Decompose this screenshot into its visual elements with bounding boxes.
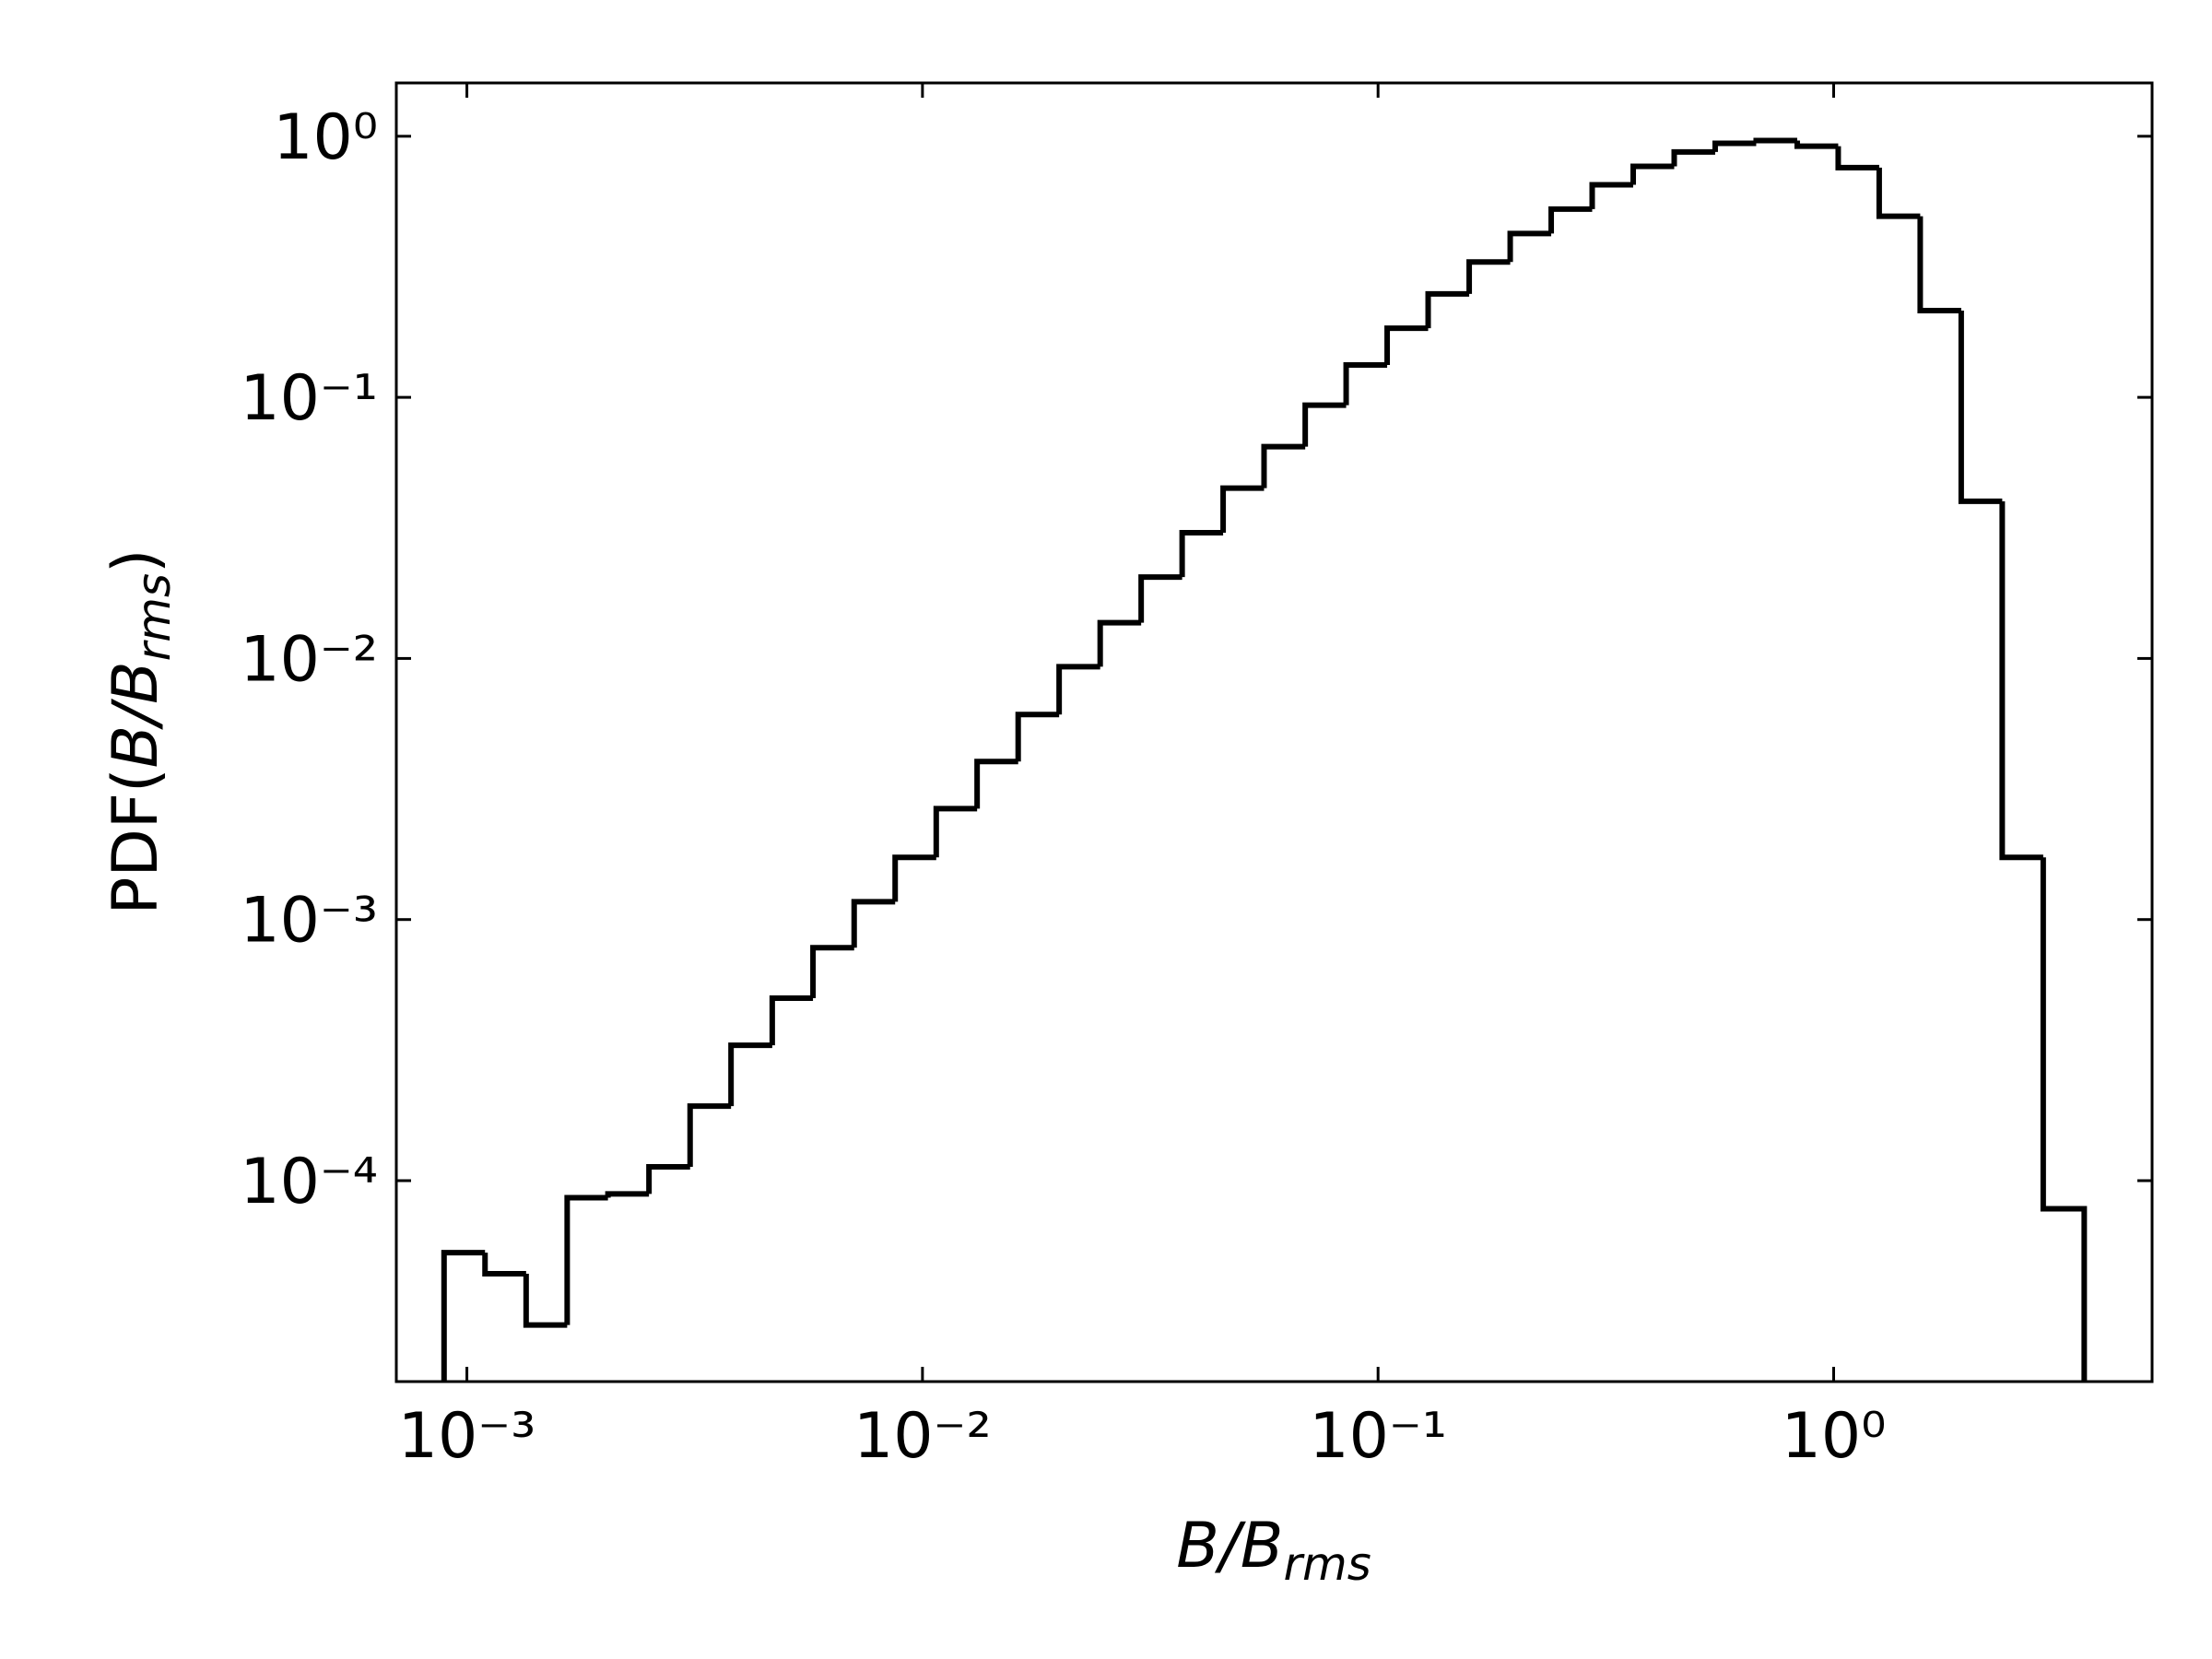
x-tick-label: 10⁻² (853, 1400, 992, 1473)
histogram-step (1466, 259, 1511, 294)
histogram-step (1589, 182, 1634, 209)
histogram-step (564, 1194, 608, 1325)
histogram-step (933, 806, 978, 858)
histogram-step (810, 945, 854, 998)
histogram-step (646, 1163, 690, 1194)
histogram-step (2040, 857, 2088, 1382)
histogram-step (1794, 140, 1839, 149)
histogram-step (1876, 167, 1921, 219)
histogram-step (1917, 216, 1961, 313)
histogram-step (1056, 664, 1100, 715)
x-label-main: B/B (1176, 1510, 1283, 1583)
y-tick-label: 10⁻³ (240, 885, 378, 958)
histogram-step (1343, 362, 1388, 406)
histogram-step (1138, 574, 1182, 623)
histogram-step (1630, 163, 1675, 185)
histogram-step (728, 1042, 772, 1107)
histogram-step (1712, 140, 1757, 152)
histogram-step (1015, 712, 1060, 762)
histogram-step (605, 1191, 650, 1198)
histogram-step (1671, 148, 1715, 167)
histogram-step (523, 1274, 568, 1328)
histogram-step (1384, 325, 1429, 366)
x-tick-label: 10⁻³ (398, 1400, 536, 1473)
y-label-pre: PDF( (100, 769, 172, 915)
histogram-step (974, 759, 1018, 809)
y-label-main: B/B (100, 661, 172, 768)
histogram-step (1302, 402, 1347, 447)
histogram-step (1548, 206, 1593, 234)
histogram-step (1425, 290, 1470, 329)
histogram-step (851, 899, 896, 948)
y-tick-label: 10⁻¹ (240, 362, 378, 435)
y-tick-label: 10⁻⁴ (240, 1146, 378, 1218)
x-tick-label: 10⁻¹ (1309, 1400, 1447, 1473)
histogram-step (1835, 146, 1879, 171)
y-label-sub: rms (127, 573, 181, 661)
y-tick-label: 10⁻² (240, 623, 378, 696)
histogram-step (892, 854, 936, 902)
plot-area (441, 137, 2088, 1382)
histogram-step (1507, 230, 1552, 263)
histogram-step (441, 1250, 486, 1382)
histogram-step (1220, 485, 1265, 534)
y-axis-label: PDF(B/Brms) (100, 548, 181, 914)
x-tick-label: 10⁰ (1782, 1400, 1887, 1473)
y-tick-label: 10⁰ (273, 101, 378, 174)
histogram-step (482, 1253, 526, 1277)
histogram-step (1097, 619, 1142, 667)
x-label-sub: rms (1283, 1537, 1371, 1591)
histogram-step (687, 1103, 732, 1167)
y-label-post: ) (100, 548, 172, 573)
x-axis-label: B/Brms (1176, 1510, 1371, 1591)
histogram-step (1179, 530, 1224, 578)
histogram-step (1958, 310, 2003, 504)
histogram-step (1753, 137, 1797, 144)
histogram-step (1261, 443, 1306, 488)
histogram-step (769, 994, 814, 1046)
histogram-step (1999, 500, 2043, 861)
axes-frame (394, 81, 2154, 1383)
